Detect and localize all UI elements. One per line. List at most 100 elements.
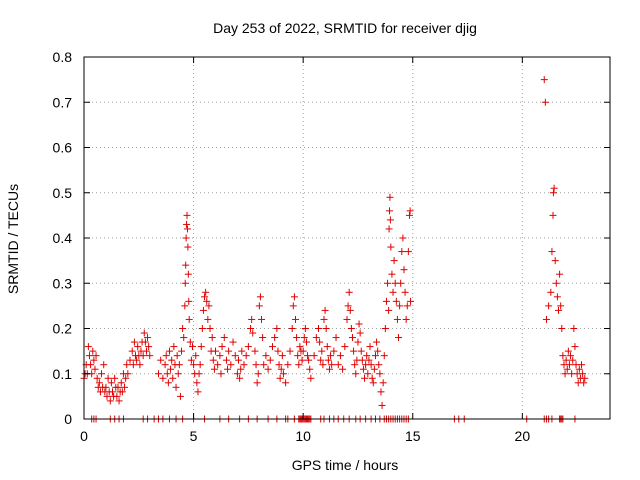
data-point — [341, 343, 349, 351]
data-point — [256, 293, 264, 301]
data-point — [186, 338, 194, 346]
data-point — [390, 257, 398, 265]
data-point — [254, 370, 262, 378]
data-point — [242, 352, 250, 360]
data-point — [395, 334, 403, 342]
data-point — [288, 325, 296, 332]
data-point — [218, 343, 226, 351]
y-tick-label: 0.6 — [53, 140, 73, 156]
data-point — [310, 352, 318, 360]
y-axis-label: SRMTID / TECUs — [5, 184, 21, 294]
data-point — [569, 356, 577, 364]
data-point — [173, 352, 181, 360]
data-point — [354, 338, 362, 346]
data-point — [320, 315, 328, 323]
data-point — [356, 329, 364, 337]
data-point — [252, 361, 260, 369]
data-point — [229, 338, 237, 346]
data-point — [87, 361, 95, 369]
data-point — [118, 388, 126, 396]
data-point — [358, 356, 366, 364]
data-point — [205, 302, 213, 310]
grid-lines — [84, 57, 610, 419]
data-point — [388, 270, 396, 278]
data-point — [299, 347, 307, 355]
data-point — [386, 193, 394, 201]
data-point — [403, 302, 411, 310]
data-point — [175, 361, 183, 369]
data-point — [275, 361, 283, 369]
data-point — [542, 315, 550, 323]
data-point — [397, 279, 405, 287]
data-point — [203, 297, 211, 305]
data-point — [111, 374, 119, 382]
data-point — [159, 374, 167, 382]
data-point — [294, 352, 302, 360]
data-point — [102, 383, 110, 391]
data-point — [106, 397, 114, 405]
data-point — [104, 374, 112, 382]
x-tick-label: 5 — [190, 428, 198, 444]
data-point — [554, 306, 562, 314]
data-point — [146, 352, 154, 360]
data-point — [578, 361, 586, 369]
data-point — [274, 347, 282, 355]
data-point — [164, 379, 172, 387]
data-point — [182, 234, 190, 242]
data-point — [183, 225, 191, 233]
data-point — [301, 325, 309, 332]
data-point — [345, 288, 353, 296]
data-point — [134, 343, 142, 351]
data-point — [216, 352, 224, 360]
data-point — [141, 338, 149, 346]
data-point — [183, 220, 191, 228]
data-point — [385, 306, 393, 314]
data-point — [113, 392, 121, 400]
y-tick-label: 0.2 — [53, 321, 73, 337]
data-point — [278, 352, 286, 360]
data-point — [381, 325, 389, 332]
data-point — [357, 347, 365, 355]
data-point — [302, 338, 310, 346]
data-point — [324, 356, 332, 364]
data-point — [237, 365, 245, 373]
y-tick-label: 0.5 — [53, 185, 73, 201]
data-point — [325, 365, 333, 373]
data-point — [350, 347, 358, 355]
x-tick-label: 10 — [295, 428, 311, 444]
data-point — [180, 334, 188, 342]
data-point — [251, 347, 259, 355]
data-point — [201, 293, 209, 301]
data-point — [289, 302, 297, 310]
data-point — [214, 361, 222, 369]
data-point — [347, 325, 355, 332]
data-point — [157, 356, 165, 364]
data-point — [225, 347, 233, 355]
data-point — [193, 379, 201, 387]
data-point — [284, 361, 292, 369]
data-point — [291, 315, 299, 323]
data-point — [396, 302, 404, 310]
data-point — [386, 207, 394, 215]
data-point — [140, 329, 148, 337]
data-point — [103, 392, 111, 400]
data-point — [386, 216, 394, 224]
data-point — [300, 334, 308, 342]
data-point — [220, 334, 228, 342]
data-point — [305, 356, 313, 364]
data-point — [253, 379, 261, 387]
data-point — [121, 383, 129, 391]
data-point — [343, 315, 351, 323]
data-point — [206, 325, 214, 332]
data-point — [374, 347, 382, 355]
data-point — [181, 302, 189, 310]
data-point — [380, 352, 388, 360]
data-point — [344, 302, 352, 310]
data-point — [298, 356, 306, 364]
data-point — [108, 388, 116, 396]
data-point — [317, 356, 325, 364]
x-tick-label: 20 — [515, 428, 531, 444]
data-point — [570, 325, 578, 332]
data-point — [248, 315, 256, 323]
data-point — [364, 370, 372, 378]
